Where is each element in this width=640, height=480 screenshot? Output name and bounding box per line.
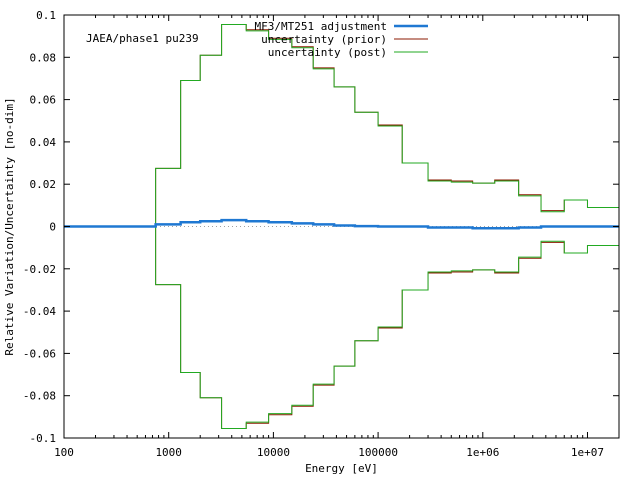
y-tick-label: 0.02 xyxy=(30,178,57,191)
legend-label: uncertainty (prior) xyxy=(261,33,387,46)
x-tick-label: 1e+06 xyxy=(466,446,499,459)
x-tick-label: 1e+07 xyxy=(571,446,604,459)
tick-layer: -0.1 -0.08 -0.06 -0.04 -0.02 0 0.02 0.04 0.06 0.0… xyxy=(23,9,619,459)
x-tick-label: 100 xyxy=(54,446,74,459)
x-tick-label: 1000 xyxy=(155,446,182,459)
legend-label: MF3/MT251 adjustment xyxy=(255,20,387,33)
y-tick-label: 0.1 xyxy=(36,9,56,22)
y-tick-label: -0.08 xyxy=(23,390,56,403)
y-tick-label: -0.04 xyxy=(23,305,56,318)
x-axis-label: Energy [eV] xyxy=(305,462,378,475)
y-tick-label: -0.06 xyxy=(23,347,56,360)
y-tick-label: 0.08 xyxy=(30,51,57,64)
y-tick-label: -0.1 xyxy=(30,432,57,445)
x-tick-label: 10000 xyxy=(257,446,290,459)
chart-annotation: JAEA/phase1 pu239 xyxy=(86,32,199,45)
y-tick-label: 0 xyxy=(49,221,56,234)
series-mf3-mt251-adjustment xyxy=(64,218,619,230)
series-uncertainty-post-lower xyxy=(64,226,619,429)
y-tick-label: 0.04 xyxy=(30,136,57,149)
y-axis-label: Relative Variation/Uncertainty [no-dim] xyxy=(3,97,16,355)
legend-label: uncertainty (post) xyxy=(268,46,387,59)
y-tick-label: -0.02 xyxy=(23,263,56,276)
series-layer xyxy=(64,24,619,429)
series-uncertainty-post-upper xyxy=(64,24,619,227)
y-tick-label: 0.06 xyxy=(30,94,57,107)
x-tick-label: 100000 xyxy=(358,446,398,459)
